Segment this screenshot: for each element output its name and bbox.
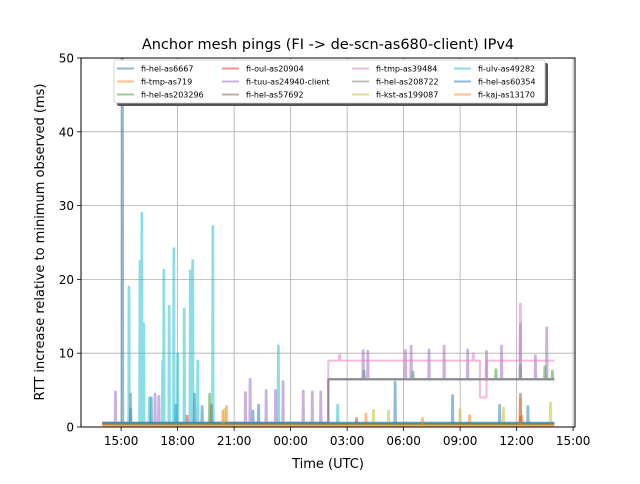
y-axis: 0 10 20 30 40 50 — [59, 52, 81, 435]
legend-label: fi-hel-as6667 — [141, 65, 193, 74]
series-line-fi-ulv-as49282 — [102, 212, 555, 425]
y-tick-label: 50 — [59, 52, 74, 66]
plot-series — [102, 58, 555, 427]
chart-title: Anchor mesh pings (FI -> de-scn-as680-cl… — [142, 37, 514, 53]
y-tick-label: 10 — [59, 347, 74, 361]
x-tick-label: 15:00 — [104, 434, 139, 448]
legend: fi-hel-as6667 fi-tmp-as719 fi-hel-as203296… — [113, 59, 548, 106]
y-tick-label: 20 — [59, 273, 74, 287]
y-tick-label: 0 — [66, 421, 74, 435]
x-tick-label: 18:00 — [160, 434, 195, 448]
series-line-fi-kaj-as13170 — [102, 398, 555, 427]
y-tick-label: 40 — [59, 125, 74, 139]
x-tick-label: 09:00 — [443, 434, 478, 448]
plot-frame — [80, 57, 576, 428]
series-line-fi-hel-as208722 — [102, 363, 555, 425]
grid — [81, 58, 575, 427]
x-tick-label: 12:00 — [499, 434, 534, 448]
series-line-fi-tmp-as39484 — [102, 302, 555, 425]
legend-label: fi-oul-as20904 — [246, 65, 304, 74]
legend-box — [113, 59, 546, 104]
legend-label: fi-tmp-as39484 — [376, 65, 437, 74]
y-tick-label: 30 — [59, 199, 74, 213]
legend-label: fi-hel-as203296 — [141, 91, 204, 100]
y-axis-label: RTT increase relative to minimum observe… — [33, 84, 48, 401]
legend-label: fi-hel-as57692 — [246, 91, 304, 100]
x-tick-label: 00:00 — [273, 434, 308, 448]
x-tick-label: 03:00 — [330, 434, 365, 448]
legend-label: fi-ulv-as49282 — [478, 65, 535, 74]
legend-label: fi-hel-as60354 — [478, 78, 536, 87]
x-tick-label: 15:00 — [556, 434, 591, 448]
legend-label: fi-kaj-as13170 — [478, 91, 535, 100]
x-axis: 15:00 18:00 21:00 00:00 03:00 06:00 09:00 12:00… — [104, 427, 591, 448]
legend-label: fi-kst-as199087 — [376, 91, 438, 100]
legend-label: fi-tuu-as24940-client — [246, 78, 329, 87]
x-tick-label: 21:00 — [217, 434, 252, 448]
legend-label: fi-tmp-as719 — [141, 78, 192, 87]
series-line-fi-hel-as60354 — [102, 381, 555, 425]
series-line-fi-hel-as6667 — [102, 58, 555, 424]
x-axis-label: Time (UTC) — [291, 457, 364, 472]
x-tick-label: 06:00 — [386, 434, 421, 448]
legend-label: fi-hel-as208722 — [376, 78, 439, 87]
